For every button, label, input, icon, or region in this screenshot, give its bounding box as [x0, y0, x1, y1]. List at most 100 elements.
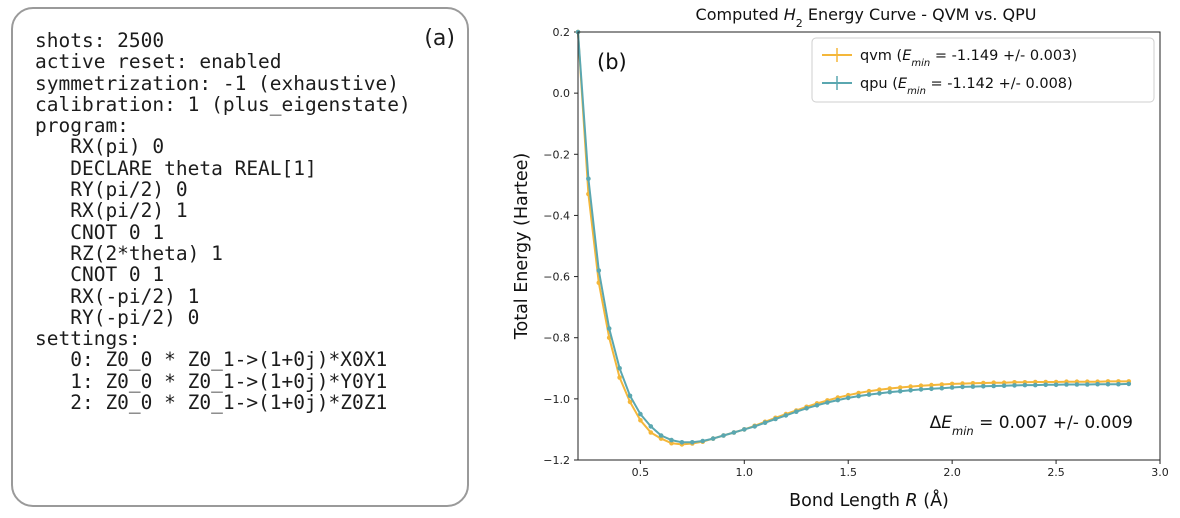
data-point-qpu: [1043, 382, 1048, 388]
y-tick-label: −1.0: [543, 393, 570, 406]
y-tick-label: −1.2: [543, 454, 570, 467]
data-point-qvm: [981, 380, 986, 386]
code-line: 2: Z0_0 * Z0_1->(1+0j)*Z0Z1: [35, 391, 388, 415]
code-line: active reset: enabled: [35, 50, 282, 74]
data-point-qvm: [648, 430, 654, 435]
data-point-qpu: [669, 437, 674, 443]
data-point-qvm: [939, 382, 945, 387]
data-point-qpu: [825, 400, 830, 405]
data-point-qpu: [586, 176, 591, 181]
y-tick-label: −0.8: [543, 332, 570, 345]
data-point-qpu: [648, 424, 654, 429]
data-point-qvm: [866, 388, 872, 394]
data-point-qpu: [877, 391, 882, 396]
data-point-qvm: [960, 381, 965, 386]
code-line: CNOT 0 1: [35, 220, 165, 244]
data-point-qpu: [742, 427, 747, 432]
data-point-qvm: [908, 384, 913, 389]
data-point-qvm: [897, 385, 903, 390]
code-line: program:: [35, 114, 129, 138]
data-point-qvm: [617, 375, 622, 380]
axis-ticks: 0.5 1.0 1.5 2.0 2.5 3.0 0.2 0.0 −0.2 −0.4 −0.6 −0.8…: [543, 26, 1168, 479]
data-point-qpu: [1064, 382, 1069, 387]
code-line: DECLARE theta REAL[1]: [35, 156, 317, 180]
data-point-qpu: [1001, 383, 1007, 389]
data-point-qvm: [887, 386, 893, 391]
data-point-qpu: [845, 395, 851, 401]
code-line: RZ(2*theta) 1: [35, 241, 223, 265]
data-point-qpu: [991, 383, 996, 389]
data-point-qvm: [991, 380, 996, 386]
x-tick-label: 2.0: [943, 466, 961, 479]
data-point-qpu: [617, 366, 622, 371]
data-point-qpu: [960, 384, 965, 390]
data-point-qpu: [981, 384, 986, 389]
y-axis-title: Total Energy (Hartee): [512, 153, 532, 340]
x-tick-label: 3.0: [1151, 466, 1169, 479]
code-panel: (a) shots: 2500 active reset: enabled symm…: [11, 7, 469, 507]
code-line: 1: Z0_0 * Z0_1->(1+0j)*Y0Y1: [35, 369, 388, 393]
data-point-qpu: [1095, 381, 1100, 387]
data-point-qpu: [1105, 381, 1111, 387]
data-point-qvm: [929, 382, 934, 388]
series-layer: [575, 29, 1132, 447]
data-point-qpu: [908, 388, 913, 393]
x-tick-label: 0.5: [632, 466, 650, 479]
code-line: RX(-pi/2) 1: [35, 284, 200, 308]
data-point-qvm: [627, 399, 633, 405]
legend-item-qpu: qpu (Emin = -1.142 +/- 0.008): [822, 76, 1073, 97]
data-point-qpu: [1085, 382, 1090, 387]
series-qpu: [575, 29, 1132, 445]
data-point-qpu: [658, 433, 664, 438]
y-tick-label: 0.2: [553, 26, 571, 39]
code-line: 0: Z0_0 * Z0_1->(1+0j)*X0X1: [35, 348, 388, 372]
legend-label-qvm: qvm (Emin = -1.149 +/- 0.003): [860, 48, 1077, 69]
panel-a-label: (a): [424, 26, 455, 51]
data-point-qpu: [897, 388, 903, 394]
data-point-qpu: [1033, 382, 1038, 388]
plot-frame: [577, 31, 1161, 461]
data-point-qpu: [638, 411, 643, 417]
data-point-qpu: [814, 403, 820, 408]
code-line: calibration: 1 (plus_eigenstate): [35, 92, 411, 116]
y-tick-label: −0.4: [543, 209, 570, 222]
panel-b-label: (b): [597, 50, 627, 74]
data-point-qpu: [929, 386, 934, 392]
data-point-qpu: [866, 392, 872, 397]
data-point-qpu: [794, 409, 799, 415]
legend-frame: [811, 37, 1155, 103]
data-point-qpu: [731, 430, 737, 435]
data-point-qpu: [1012, 383, 1017, 388]
data-point-qpu: [606, 326, 612, 331]
data-point-qpu: [710, 436, 716, 441]
y-tick-label: −0.6: [543, 271, 570, 284]
data-point-qpu: [1053, 382, 1059, 388]
data-point-qpu: [939, 385, 945, 391]
data-point-qpu: [1074, 382, 1080, 387]
data-point-qvm: [638, 418, 643, 423]
code-line: shots: 2500: [35, 29, 165, 52]
data-point-qpu: [721, 433, 726, 438]
data-point-qpu: [887, 389, 893, 395]
y-tick-label: 0.0: [553, 87, 571, 100]
data-point-qpu: [762, 420, 768, 426]
legend: qvm (Emin = -1.149 +/- 0.003) qpu (Emin …: [811, 37, 1155, 103]
code-line: CNOT 0 1: [35, 263, 165, 287]
code-line: settings:: [35, 327, 141, 351]
code-line: RY(pi/2) 0: [35, 178, 188, 202]
data-point-qpu: [596, 268, 602, 273]
data-point-qvm: [970, 381, 976, 386]
data-point-qpu: [1116, 381, 1121, 387]
legend-item-qvm: qvm (Emin = -1.149 +/- 0.003): [822, 48, 1077, 69]
data-point-qpu: [627, 393, 633, 399]
x-tick-label: 1.5: [839, 466, 857, 479]
data-point-qpu: [690, 440, 695, 445]
data-point-qpu: [752, 424, 757, 429]
delta-emin-annotation: ΔEmin = 0.007 +/- 0.009: [930, 413, 1133, 438]
data-point-qpu: [1022, 382, 1028, 388]
data-point-qvm: [877, 387, 882, 393]
data-point-qpu: [949, 385, 955, 390]
y-tick-label: −0.2: [543, 148, 570, 161]
data-point-qpu: [1126, 381, 1132, 387]
